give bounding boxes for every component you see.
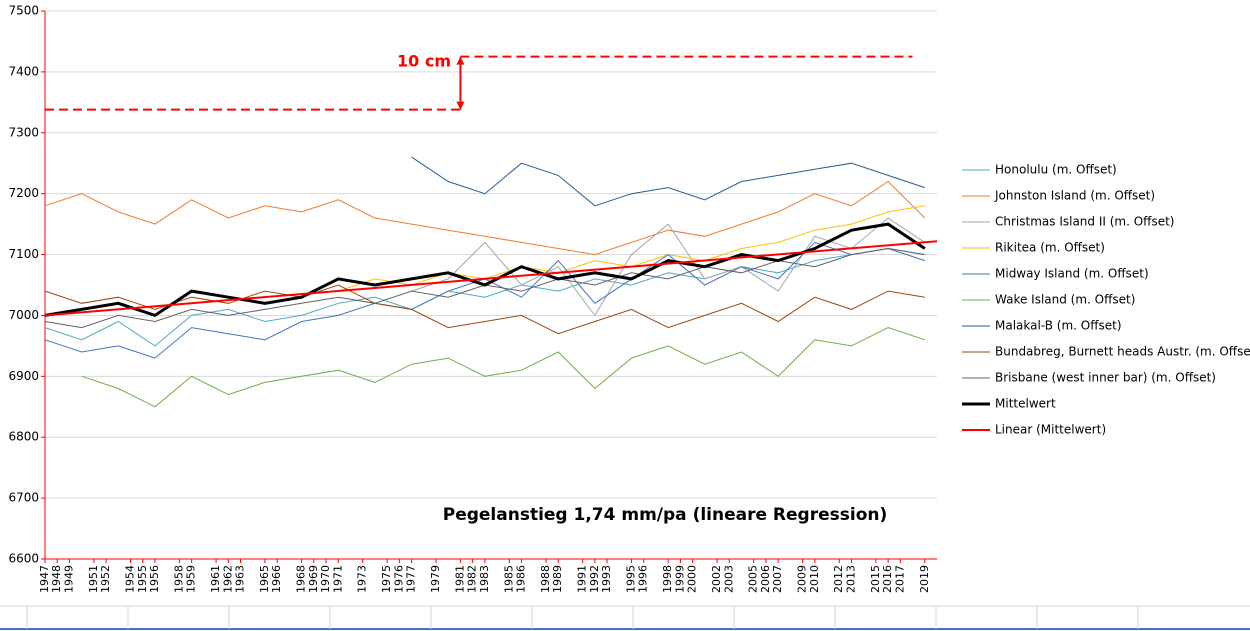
y-tick-label: 7500: [8, 4, 39, 18]
x-tick-label: 1961: [209, 565, 222, 593]
x-tick-label: 1966: [270, 565, 283, 593]
arrow-head: [456, 56, 465, 65]
series-line: [44, 180, 926, 256]
y-tick-label: 6900: [8, 369, 39, 383]
x-tick-label: 2013: [844, 565, 857, 593]
legend-label: Johnston Island (m. Offset): [994, 189, 1155, 203]
series-line: [44, 247, 925, 347]
x-tick-label: 1954: [124, 565, 137, 593]
x-tick-label: 2015: [869, 565, 882, 593]
x-tick-label: 1949: [62, 565, 75, 593]
x-tick-label: 1970: [319, 565, 332, 593]
y-tick-label: 7000: [8, 308, 39, 322]
x-tick-label: 1973: [356, 565, 369, 593]
x-tick-label: 1948: [50, 565, 63, 593]
series-line: [81, 327, 925, 408]
x-tick-label: 2002: [710, 565, 723, 593]
x-tick-label: 2017: [893, 565, 906, 593]
x-tick-label: 1958: [172, 565, 185, 593]
x-tick-label: 1999: [673, 565, 686, 593]
x-tick-label: 1992: [588, 565, 601, 593]
x-tick-label: 1985: [502, 565, 515, 593]
x-tick-label: 1983: [478, 565, 491, 593]
x-tick-label: 1998: [661, 565, 674, 593]
x-tick-label: 1952: [99, 565, 112, 593]
x-tick-label: 1991: [576, 565, 589, 593]
x-tick-label: 1979: [429, 565, 442, 593]
annotation: 10 cm: [397, 52, 451, 71]
x-tick-label: 1951: [87, 565, 100, 593]
x-tick-label: 2006: [759, 565, 772, 593]
y-tick-label: 6600: [8, 552, 39, 566]
x-tick-label: 1955: [136, 565, 149, 593]
y-tick-label: 7200: [8, 186, 39, 200]
x-tick-label: 2003: [722, 565, 735, 593]
x-tick-label: 1968: [295, 565, 308, 593]
legend-label: Midway Island (m. Offset): [995, 267, 1149, 281]
sheet-strip: [0, 605, 1250, 630]
x-tick-label: 2016: [881, 565, 894, 593]
series-line: [44, 240, 938, 317]
x-tick-label: 1963: [234, 565, 247, 593]
x-tick-label: 1996: [637, 565, 650, 593]
legend-label: Honolulu (m. Offset): [995, 163, 1117, 177]
x-tick-label: 2009: [796, 565, 809, 593]
x-tick-label: 1976: [392, 565, 405, 593]
series-line: [44, 222, 926, 318]
x-tick-label: 1956: [148, 565, 161, 593]
x-tick-label: 2012: [832, 565, 845, 593]
x-tick-label: 1962: [221, 565, 234, 593]
x-tick-label: 1995: [625, 565, 638, 593]
x-tick-label: 1959: [185, 565, 198, 593]
legend-label: Bundabreg, Burnett heads Austr. (m. Offs…: [995, 345, 1250, 359]
y-tick-label: 7300: [8, 125, 39, 139]
legend-label: Christmas Island II (m. Offset): [995, 215, 1174, 229]
y-tick-label: 6800: [8, 430, 39, 444]
series-line: [411, 156, 925, 207]
x-tick-label: 1993: [600, 565, 613, 593]
x-tick-label: 1977: [405, 565, 418, 593]
y-tick-label: 6700: [8, 491, 39, 505]
x-tick-label: 2000: [686, 565, 699, 593]
x-tick-label: 1988: [539, 565, 552, 593]
x-tick-label: 1975: [380, 565, 393, 593]
series-line: [411, 217, 926, 317]
x-tick-label: 2010: [808, 565, 821, 593]
legend-label: Malakal-B (m. Offset): [995, 319, 1122, 333]
x-tick-label: 1982: [466, 565, 479, 593]
legend-label: Mittelwert: [995, 397, 1056, 411]
x-tick-label: 1969: [307, 565, 320, 593]
x-tick-label: 1965: [258, 565, 271, 593]
arrow-head: [456, 101, 465, 110]
x-tick-label: 1947: [38, 565, 51, 593]
annotation: Pegelanstieg 1,74 mm/pa (lineare Regress…: [443, 505, 888, 525]
y-tick-label: 7400: [8, 64, 39, 78]
x-tick-label: 2019: [918, 565, 931, 593]
x-tick-label: 1986: [515, 565, 528, 593]
x-tick-label: 2007: [771, 565, 784, 593]
x-tick-label: 2005: [747, 565, 760, 593]
legend-label: Rikitea (m. Offset): [995, 241, 1105, 255]
legend-label: Linear (Mittelwert): [995, 423, 1106, 437]
plot-area: [41, 10, 938, 563]
legend-label: Wake Island (m. Offset): [995, 293, 1135, 307]
x-tick-label: 1971: [331, 565, 344, 593]
x-tick-label: 1989: [551, 565, 564, 593]
y-tick-label: 7100: [8, 247, 39, 261]
series-line: [44, 284, 925, 335]
x-tick-label: 1981: [453, 565, 466, 593]
legend-label: Brisbane (west inner bar) (m. Offset): [995, 371, 1216, 385]
